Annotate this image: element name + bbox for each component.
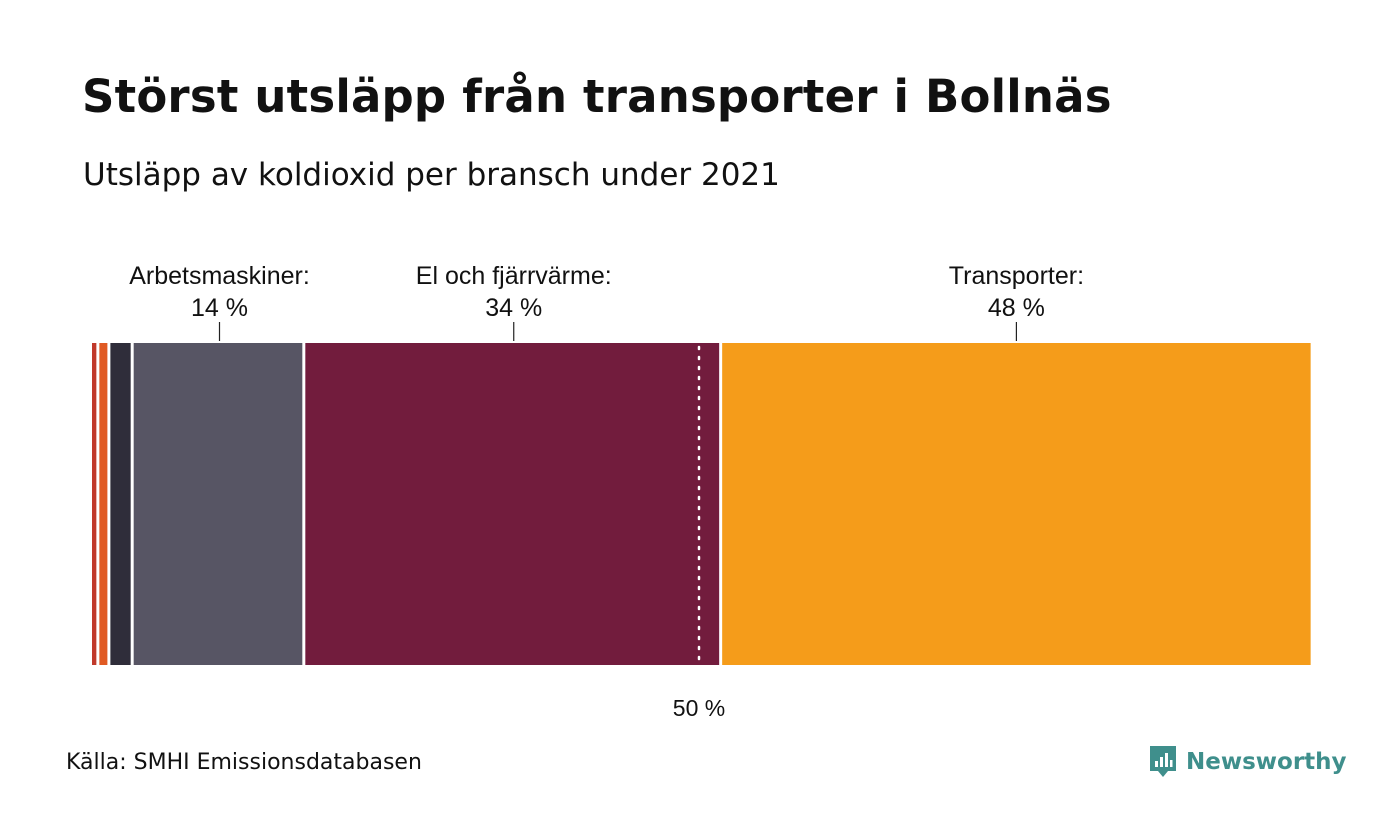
bar-segment-2 [99,343,108,665]
segment-label-6: Transporter: [949,262,1084,290]
bar-segment-5 [305,343,720,665]
bar-segment-3 [110,343,131,665]
segment-label-4: Arbetsmaskiner: [129,262,310,290]
reference-line-label: 50 % [673,695,725,721]
bar-segment-6 [722,343,1311,665]
stacked-bar-chart: Arbetsmaskiner: 14 % El och fjärrvärme: 34 … [92,262,1311,721]
segment-value-label-5: 34 % [485,294,542,322]
newsworthy-chart-bubble-icon [1150,746,1176,777]
segment-value-label-4: 14 % [191,294,248,322]
source-note: Källa: SMHI Emissionsdatabasen [66,750,422,775]
newsworthy-logo: Newsworthy [1148,744,1347,780]
bar-segment-4 [133,343,303,665]
bar-segment-1 [92,343,97,665]
chart-title: Störst utsläpp från transporter i Bollnä… [82,70,1112,123]
segment-label-5: El och fjärrvärme: [416,262,612,290]
segment-value-label-6: 48 % [988,294,1045,322]
chart-subtitle: Utsläpp av koldioxid per bransch under 2… [83,157,780,193]
brand-name: Newsworthy [1186,749,1347,775]
